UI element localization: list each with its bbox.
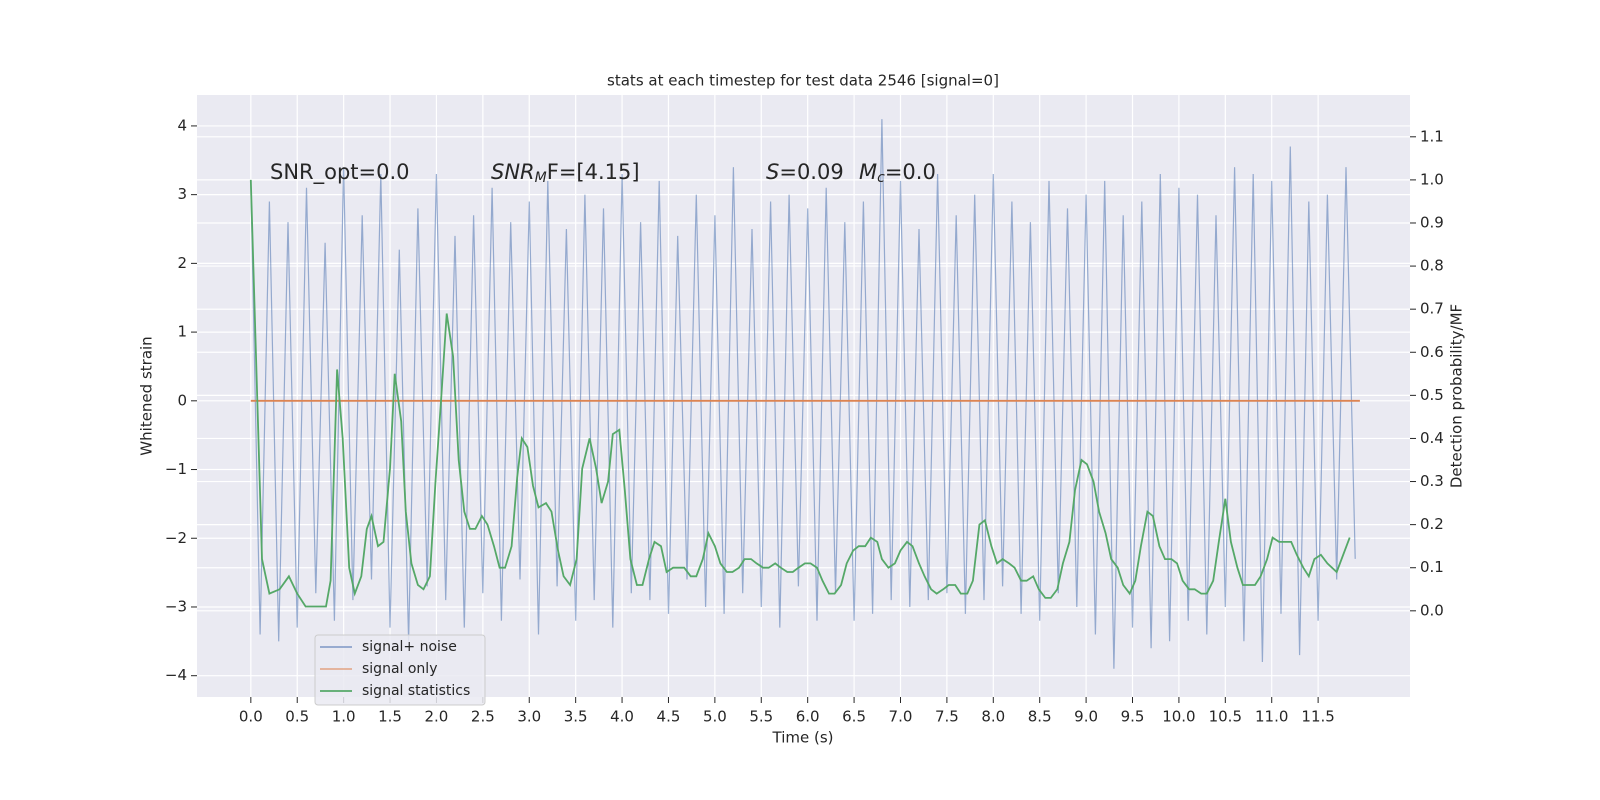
annotation-part: =0.0 (885, 160, 936, 184)
annotation-part: SNR_opt=0.0 (270, 160, 410, 185)
x-tick-label: 6.0 (796, 708, 820, 726)
y2-tick-label: 0.3 (1420, 472, 1444, 490)
annotation-part: =0.09 (779, 160, 843, 184)
x-tick-label: 0.0 (239, 708, 263, 726)
legend-label: signal+ noise (362, 639, 457, 655)
x-tick-label: 11.0 (1255, 708, 1288, 726)
x-tick-label: 4.0 (610, 708, 634, 726)
y2-tick-label: 1.1 (1420, 127, 1444, 145)
annotation-part: M (859, 160, 877, 184)
x-tick-label: 11.5 (1301, 708, 1334, 726)
x-tick-label: 9.5 (1121, 708, 1145, 726)
annotation-part: M (535, 170, 547, 186)
x-tick-label: 2.0 (425, 708, 449, 726)
y-tick-label: 3 (177, 185, 187, 203)
y2-tick-label: 0.2 (1420, 515, 1444, 533)
x-tick-label: 3.0 (517, 708, 541, 726)
x-tick-label: 8.0 (981, 708, 1005, 726)
y-tick-label: 4 (177, 116, 187, 134)
x-tick-label: 3.5 (564, 708, 588, 726)
series-line (250, 119, 1356, 669)
x-tick-label: 10.5 (1209, 708, 1242, 726)
annotation: SNR_opt=0.0 (270, 160, 410, 185)
legend-label: signal statistics (362, 683, 470, 699)
x-tick-label: 7.0 (889, 708, 913, 726)
y-tick-label: 2 (177, 254, 187, 272)
y2-tick-label: 0.8 (1420, 257, 1444, 275)
y2-tick-label: 1.0 (1420, 170, 1444, 188)
annotation-part: c (877, 170, 885, 186)
x-axis-label: Time (s) (772, 729, 834, 747)
x-tick-label: 5.5 (749, 708, 773, 726)
y-tick-label: −2 (165, 529, 187, 547)
y2-tick-label: 0.7 (1420, 300, 1444, 318)
y2-tick-label: 0.0 (1420, 601, 1444, 619)
x-tick-label: 5.0 (703, 708, 727, 726)
y2-tick-label: 0.6 (1420, 343, 1444, 361)
y-tick-label: −3 (165, 597, 187, 615)
annotation-part: S (766, 160, 779, 184)
y2-tick-label: 0.4 (1420, 429, 1444, 447)
x-tick-label: 1.5 (378, 708, 402, 726)
y2-tick-label: 0.1 (1420, 558, 1444, 576)
x-tick-label: 1.0 (332, 708, 356, 726)
x-tick-label: 8.5 (1028, 708, 1052, 726)
y-tick-label: −4 (165, 666, 187, 684)
y-axis-label: Whitened strain (138, 336, 156, 455)
annotation-part: SNR (491, 160, 535, 184)
annotation: SNRMF=[4.15] (491, 160, 640, 186)
x-tick-label: 4.5 (657, 708, 681, 726)
series-line (249, 179, 1351, 608)
x-tick-label: 0.5 (285, 708, 309, 726)
x-tick-label: 9.0 (1074, 708, 1098, 726)
annotation: S=0.09 (766, 160, 844, 184)
y-tick-label: 1 (177, 323, 187, 341)
annotation-part: F=[4.15] (547, 160, 640, 184)
chart-title: stats at each timestep for test data 254… (607, 72, 999, 90)
y2-tick-label: 0.9 (1420, 213, 1444, 231)
legend-box (314, 634, 486, 706)
x-tick-label: 2.5 (471, 708, 495, 726)
x-tick-label: 6.5 (842, 708, 866, 726)
y2-tick-label: 0.5 (1420, 386, 1444, 404)
y-tick-label: −1 (165, 460, 187, 478)
annotation: Mc=0.0 (859, 160, 936, 186)
y2-axis-label: Detection probability/MF (1448, 304, 1466, 488)
x-tick-label: 10.0 (1162, 708, 1195, 726)
y-tick-label: 0 (177, 391, 187, 409)
x-tick-label: 7.5 (935, 708, 959, 726)
legend-label: signal only (362, 661, 437, 677)
